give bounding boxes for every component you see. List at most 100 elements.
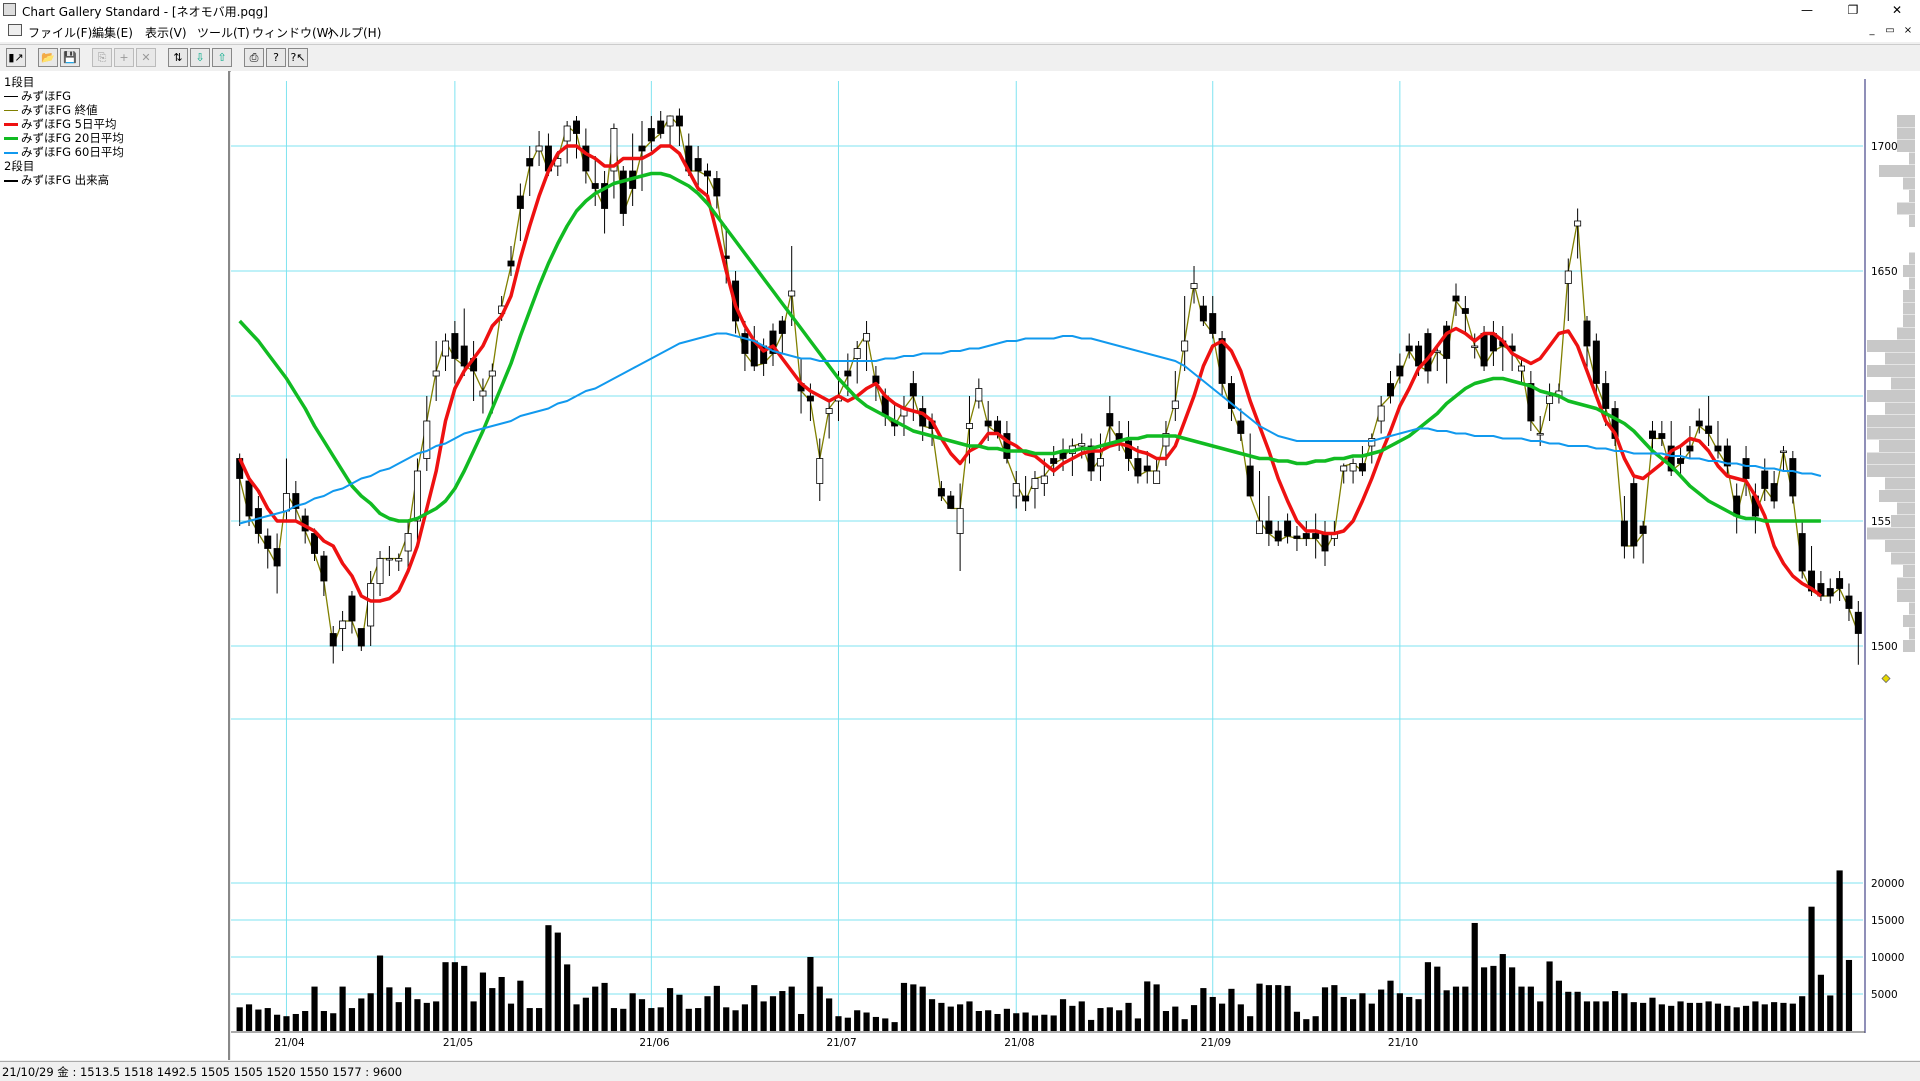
volume-bar xyxy=(835,1016,842,1031)
menu-help[interactable]: ヘルプ(H) xyxy=(327,26,382,40)
legend-swatch xyxy=(4,110,18,111)
candle-body xyxy=(909,383,917,397)
profile-bar xyxy=(1909,152,1915,165)
candle-body xyxy=(1789,458,1797,497)
mdi-close-button[interactable]: × xyxy=(1903,25,1913,36)
volume-bar xyxy=(470,1001,477,1031)
volume-bar xyxy=(1780,1002,1787,1031)
profile-bar xyxy=(1903,177,1915,190)
profile-bar xyxy=(1885,477,1915,490)
volume-bar xyxy=(1378,989,1385,1031)
profile-bar xyxy=(1885,540,1915,552)
mdi-minimize-button[interactable]: _ xyxy=(1869,25,1875,36)
legend-label: みずほFG 5日平均 xyxy=(21,117,117,131)
volume-bar xyxy=(1031,1015,1039,1031)
add-icon[interactable]: + xyxy=(114,48,134,67)
profile-bar xyxy=(1903,615,1915,627)
folder-open-icon[interactable]: 📂 xyxy=(38,48,58,67)
help-icon[interactable]: ? xyxy=(266,48,286,67)
volume-bar xyxy=(1434,966,1441,1031)
legend-item-volume[interactable]: みずほFG 出来高 xyxy=(4,172,109,188)
volume-bar xyxy=(751,985,758,1031)
arrow-up-icon[interactable]: ⇧ xyxy=(212,48,232,67)
volume-bar xyxy=(1013,1013,1020,1031)
volume-bar xyxy=(1275,985,1282,1031)
app-icon[interactable] xyxy=(3,3,16,16)
legend-item-close[interactable]: みずほFG 終値 xyxy=(4,102,98,118)
candle-body xyxy=(1087,445,1095,472)
volume-bar xyxy=(1649,997,1656,1031)
menu-file[interactable]: ファイル(F) xyxy=(28,26,93,40)
profile-bar xyxy=(1897,590,1915,602)
volume-bar xyxy=(1116,1010,1123,1031)
legend-section-2[interactable]: 2段目 xyxy=(4,159,35,173)
volume-bar xyxy=(760,1001,767,1031)
volume-bar xyxy=(1237,1004,1244,1031)
minimize-button[interactable]: — xyxy=(1801,3,1813,17)
volume-bar xyxy=(1827,995,1834,1031)
candle-body xyxy=(329,633,337,647)
chart-new-icon[interactable]: ▮↗ xyxy=(6,48,26,67)
candle-body xyxy=(666,115,674,127)
menu-view[interactable]: 表示(V) xyxy=(145,26,187,40)
chart-pane[interactable]: 150015501600165017005000100001500020000 … xyxy=(231,71,1920,1060)
volume-bar xyxy=(1331,985,1338,1031)
restore-button[interactable]: ❐ xyxy=(1847,3,1859,17)
candle-body xyxy=(432,370,440,377)
volume-bar xyxy=(535,1008,543,1031)
candle-body xyxy=(1583,320,1591,347)
candle-body xyxy=(1779,450,1787,453)
candle-body xyxy=(1078,443,1086,447)
legend-item-ma60[interactable]: みずほFG 60日平均 xyxy=(4,144,124,160)
stock-chart[interactable]: 150015501600165017005000100001500020000 … xyxy=(231,71,1920,1060)
save-icon[interactable]: 💾 xyxy=(60,48,80,67)
candle-body xyxy=(1415,345,1423,367)
menu-edit[interactable]: 編集(E) xyxy=(92,26,133,40)
candle-body xyxy=(1237,420,1245,434)
volume-bar xyxy=(1443,990,1450,1031)
volume-bar xyxy=(1686,1002,1693,1031)
volume-bar xyxy=(302,1011,309,1031)
volume-bar xyxy=(1265,985,1272,1031)
volume-bar xyxy=(947,1006,954,1031)
volume-bar xyxy=(1705,1001,1712,1031)
candle-body xyxy=(1265,520,1273,534)
candle-body xyxy=(413,470,421,522)
legend-item-ma5[interactable]: みずほFG 5日平均 xyxy=(4,116,117,132)
candle-body xyxy=(1106,413,1114,427)
volume-bar xyxy=(367,993,374,1031)
legend-pane: 1段目 みずほFG みずほFG 終値 みずほFG 5日平均 みずほFG 20日平… xyxy=(0,71,230,1060)
close-button[interactable]: ✕ xyxy=(1891,3,1903,17)
volume-bar xyxy=(489,988,496,1031)
volume-bar xyxy=(1041,1014,1048,1031)
volume-bar xyxy=(985,1010,992,1031)
legend-item-ma20[interactable]: みずほFG 20日平均 xyxy=(4,130,124,146)
legend-section-1[interactable]: 1段目 xyxy=(4,75,35,89)
candle-body xyxy=(1227,383,1235,409)
profile-bar xyxy=(1909,277,1915,290)
volume-bar xyxy=(975,1011,982,1031)
legend-item-price[interactable]: みずほFG xyxy=(4,88,71,104)
profile-bar xyxy=(1903,640,1915,652)
volume-bar xyxy=(414,999,421,1031)
volume-bar xyxy=(1555,980,1563,1031)
document-icon[interactable] xyxy=(8,24,22,36)
volume-bar xyxy=(723,1007,730,1031)
menu-tools[interactable]: ツール(T) xyxy=(197,26,250,40)
candle-body xyxy=(376,558,384,584)
arrow-down-icon[interactable]: ⇩ xyxy=(190,48,210,67)
delete-icon[interactable]: ✕ xyxy=(136,48,156,67)
print-icon[interactable]: ⎙ xyxy=(244,48,264,67)
mdi-restore-button[interactable]: ▭ xyxy=(1885,25,1895,36)
volume-bar xyxy=(994,1013,1001,1031)
volume-bar xyxy=(320,1011,327,1031)
scroll-icon[interactable]: ⇅ xyxy=(168,48,188,67)
copy-icon[interactable]: ⎘ xyxy=(92,48,112,67)
menu-window[interactable]: ウィンドウ(W) xyxy=(252,26,334,40)
price-axis: 150015501600165017005000100001500020000 xyxy=(1871,141,1904,1001)
volume-bar xyxy=(1209,996,1216,1031)
profile-bar xyxy=(1867,452,1915,465)
candle-body xyxy=(1302,533,1310,539)
context-help-icon[interactable]: ?↖ xyxy=(288,48,308,67)
close-line xyxy=(239,114,1859,649)
